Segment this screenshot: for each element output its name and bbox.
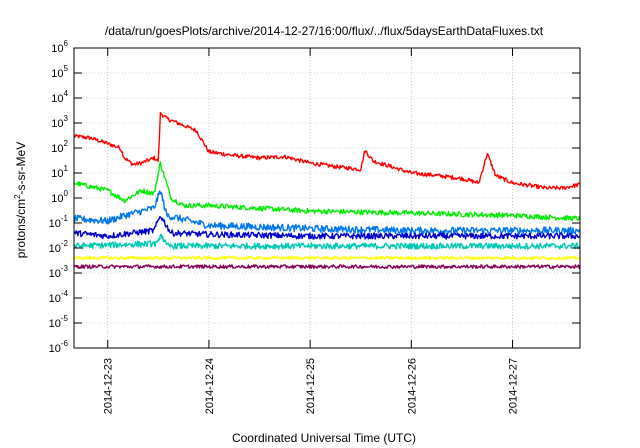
- grid: [74, 48, 580, 348]
- y-axis-title-sup: 2: [13, 194, 22, 199]
- y-tick-label: 10-2: [49, 239, 69, 255]
- y-axis-title: protons/cm2-s-sr-MeV: [13, 142, 28, 258]
- y-tick-label: 102: [51, 139, 68, 155]
- x-axis-title: Coordinated Universal Time (UTC): [232, 431, 416, 445]
- y-tick-label: 105: [51, 64, 68, 80]
- y-tick-label: 10-5: [49, 314, 69, 330]
- series-line-7: [73, 264, 581, 270]
- y-tick-label: 10-6: [49, 339, 69, 355]
- series-line-1: [73, 111, 581, 191]
- x-tick-label: 2014-12-27: [508, 358, 520, 414]
- y-axis-title-suffix: -s-sr-MeV: [14, 142, 28, 195]
- y-tick-label: 106: [51, 39, 68, 55]
- y-tick-label: 10-4: [49, 289, 69, 305]
- x-tick-label: 2014-12-23: [103, 358, 115, 414]
- y-axis-title-prefix: protons/cm: [14, 199, 28, 258]
- y-tick-label: 10-3: [49, 264, 69, 280]
- axes: 10-6 10-5 10-4 10-3 10-2 10-1 100 101 102 103 104 1…: [49, 39, 581, 414]
- x-tick-label: 2014-12-24: [204, 358, 216, 414]
- x-tick-label: 2014-12-25: [305, 358, 317, 414]
- series-line-4: [73, 216, 581, 240]
- y-tick-label: 101: [51, 164, 68, 180]
- y-tick-label: 103: [51, 114, 68, 130]
- series-line-6: [73, 255, 581, 261]
- y-tick-label: 100: [51, 189, 68, 205]
- series-line-5: [73, 233, 581, 250]
- y-tick-label: 104: [51, 89, 68, 105]
- series-line-3: [73, 190, 581, 235]
- series-group: [73, 111, 581, 270]
- x-tick-label: 2014-12-26: [406, 358, 418, 414]
- chart-title: /data/run/goesPlots/archive/2014-12-27/1…: [105, 24, 544, 38]
- y-tick-label: 10-1: [49, 214, 69, 230]
- plot-frame: [73, 47, 581, 349]
- series-line-2: [73, 161, 581, 222]
